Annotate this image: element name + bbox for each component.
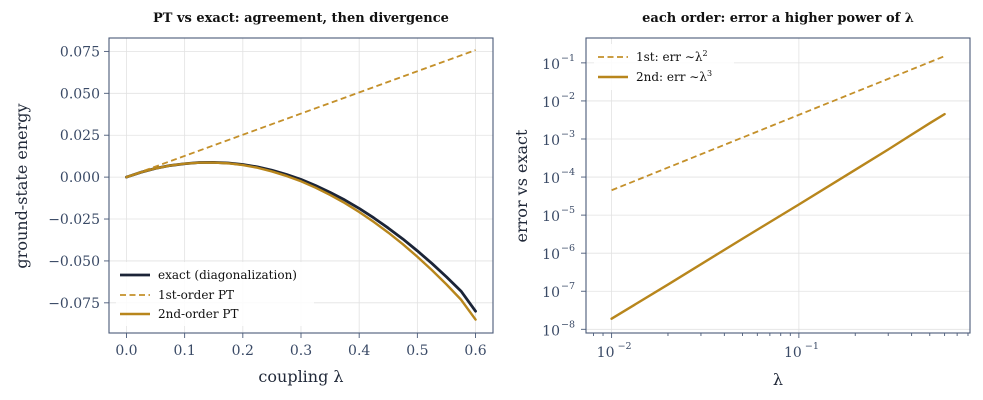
y-tick-label: 10 xyxy=(542,209,560,225)
y-tick-label: 10 xyxy=(542,247,560,263)
right-chart-title: each order: error a higher power of λ xyxy=(642,11,914,26)
legend-label-second-order: 2nd-order PT xyxy=(158,307,238,321)
right-chart: 10 −2 10 −110 −810 −710 −610 −510 −410 −310 −210 −1… xyxy=(512,11,971,389)
y-tick-label: −0.025 xyxy=(48,212,100,228)
right-legend-box xyxy=(594,44,734,90)
x-tick-label: 0.5 xyxy=(406,343,428,359)
series-line xyxy=(125,161,477,321)
series-line xyxy=(126,49,476,178)
legend-label-exact: exact (diagonalization) xyxy=(158,268,297,282)
legend-label-second-error: 2nd: err ∼λ3 xyxy=(636,69,712,84)
x-tick-exponent: −1 xyxy=(805,341,819,352)
x-tick-label: 0.0 xyxy=(115,343,137,359)
legend-label-first-error: 1st: err ∼λ2 xyxy=(636,49,708,64)
right-chart-ylabel: error vs exact xyxy=(512,129,531,242)
left-chart-legend: exact (diagonalization) 1st-order PT 2nd… xyxy=(116,262,314,326)
y-tick-label: 10 xyxy=(542,285,560,301)
left-legend-box xyxy=(116,262,314,326)
x-tick-label: 0.6 xyxy=(464,343,486,359)
y-tick-label: −0.050 xyxy=(48,254,100,270)
y-tick-exponent: −4 xyxy=(561,167,575,178)
y-tick-label: 10 xyxy=(542,133,560,149)
left-chart-xlabel: coupling λ xyxy=(258,367,343,386)
y-tick-exponent: −5 xyxy=(561,205,575,216)
y-tick-label: 10 xyxy=(542,95,560,111)
y-tick-label: 10 xyxy=(542,171,560,187)
series-line xyxy=(611,55,945,192)
right-chart-frame xyxy=(585,37,971,334)
x-tick-label: 10 xyxy=(784,345,802,361)
y-tick-label: 0.050 xyxy=(60,86,100,102)
y-tick-label: −0.075 xyxy=(48,296,100,312)
left-chart-ylabel: ground-state energy xyxy=(12,103,31,268)
x-tick-label: 0.2 xyxy=(232,343,254,359)
x-tick-label: 10 xyxy=(597,345,615,361)
y-tick-exponent: −2 xyxy=(561,91,575,102)
y-tick-exponent: −3 xyxy=(561,129,575,140)
series-line xyxy=(610,112,946,320)
y-tick-label: 0.025 xyxy=(60,128,100,144)
legend-label-first-order: 1st-order PT xyxy=(158,288,234,302)
y-tick-label: 0.075 xyxy=(60,44,100,60)
y-tick-exponent: −8 xyxy=(561,319,575,330)
y-tick-exponent: −1 xyxy=(561,53,575,64)
left-chart: 0.0 0.1 0.2 0.3 0.4 0.5 0.6 −0.075 −0.050 −0.025 0… xyxy=(12,11,494,386)
y-tick-exponent: −6 xyxy=(561,243,575,254)
x-tick-label: 0.1 xyxy=(174,343,196,359)
left-chart-title: PT vs exact: agreement, then divergence xyxy=(153,11,449,26)
x-tick-label: 0.4 xyxy=(348,343,370,359)
right-chart-legend: 1st: err ∼λ2 2nd: err ∼λ3 xyxy=(594,44,734,90)
x-tick-label: 0.3 xyxy=(290,343,312,359)
right-chart-xlabel: λ xyxy=(773,370,783,389)
x-tick-exponent: −2 xyxy=(618,341,632,352)
y-tick-label: 0.000 xyxy=(60,170,100,186)
y-tick-label: 10 xyxy=(542,57,560,73)
y-tick-exponent: −7 xyxy=(561,281,575,292)
y-tick-label: 10 xyxy=(542,323,560,339)
